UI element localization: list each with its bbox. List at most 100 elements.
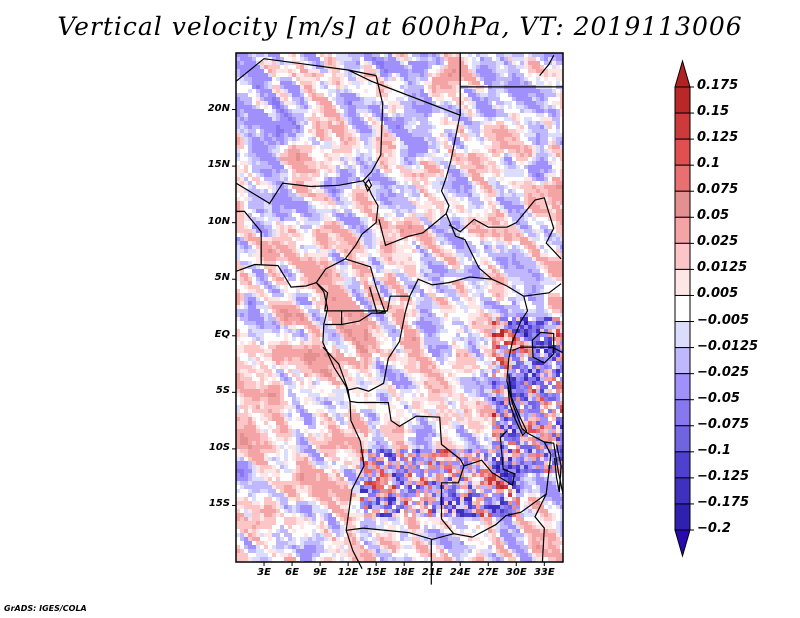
field-cell (516, 101, 520, 105)
field-cell (536, 265, 540, 269)
field-cell (304, 253, 308, 257)
field-cell (512, 209, 516, 213)
field-cell (444, 141, 448, 145)
field-cell (236, 145, 240, 149)
field-cell (452, 93, 456, 97)
field-cell (460, 193, 464, 197)
field-cell (440, 273, 444, 277)
field-cell (528, 273, 532, 277)
field-cell (384, 101, 388, 105)
field-cell (472, 201, 476, 205)
field-cell (308, 257, 312, 261)
field-cell (388, 225, 392, 229)
field-cell (516, 249, 520, 253)
field-cell (480, 241, 484, 245)
field-cell (536, 157, 540, 161)
field-cell (456, 249, 460, 253)
field-cell (512, 129, 516, 133)
field-cell (504, 289, 508, 293)
field-cell (408, 181, 412, 185)
field-cell (480, 273, 484, 277)
field-cell (340, 145, 344, 149)
field-cell (236, 221, 240, 225)
field-cell (340, 97, 344, 101)
field-cell (452, 109, 456, 113)
field-cell (336, 249, 340, 253)
field-cell (396, 225, 400, 229)
field-cell (396, 117, 400, 121)
field-cell (460, 217, 464, 221)
field-cell (468, 121, 472, 125)
field-cell (452, 105, 456, 109)
field-cell (448, 177, 452, 181)
field-cell (464, 101, 468, 105)
field-cell (392, 269, 396, 273)
field-cell (256, 281, 260, 285)
field-cell (236, 293, 240, 297)
field-cell (320, 221, 324, 225)
field-cell (532, 265, 536, 269)
field-cell (444, 121, 448, 125)
field-cell (532, 277, 536, 281)
field-cell (544, 141, 548, 145)
field-cell (488, 121, 492, 125)
field-cell (280, 269, 284, 273)
field-cell (496, 117, 500, 121)
field-cell (444, 221, 448, 225)
field-cell (416, 161, 420, 165)
field-cell (448, 57, 452, 61)
field-cell (408, 233, 412, 237)
field-cell (304, 209, 308, 213)
field-cell (468, 177, 472, 181)
field-cell (316, 293, 320, 297)
field-cell (280, 137, 284, 141)
field-cell (412, 261, 416, 265)
field-cell (244, 201, 248, 205)
field-cell (304, 129, 308, 133)
field-cell (496, 245, 500, 249)
field-cell (468, 69, 472, 73)
field-cell (552, 129, 556, 133)
field-cell (456, 81, 460, 85)
field-cell (288, 261, 292, 265)
field-cell (300, 177, 304, 181)
field-cell (348, 73, 352, 77)
field-cell (272, 261, 276, 265)
field-cell (492, 249, 496, 253)
field-cell (544, 225, 548, 229)
field-cell (384, 105, 388, 109)
field-cell (308, 161, 312, 165)
field-cell (316, 157, 320, 161)
field-cell (364, 265, 368, 269)
field-cell (360, 69, 364, 73)
field-cell (560, 161, 563, 165)
field-cell (244, 189, 248, 193)
field-cell (316, 53, 320, 57)
field-cell (408, 289, 412, 293)
field-cell (372, 109, 376, 113)
field-cell (384, 217, 388, 221)
field-cell (372, 101, 376, 105)
field-cell (448, 113, 452, 117)
field-cell (508, 281, 512, 285)
field-cell (536, 109, 540, 113)
field-cell (308, 177, 312, 181)
field-cell (244, 197, 248, 201)
field-cell (444, 237, 448, 241)
field-cell (392, 201, 396, 205)
field-cell (388, 221, 392, 225)
field-cell (544, 237, 548, 241)
field-cell (320, 133, 324, 137)
field-cell (324, 281, 328, 285)
field-cell (556, 229, 560, 233)
field-cell (412, 173, 416, 177)
field-cell (244, 161, 248, 165)
field-cell (460, 65, 464, 69)
field-cell (376, 281, 380, 285)
field-cell (528, 189, 532, 193)
field-cell (508, 185, 512, 189)
field-cell (408, 153, 412, 157)
field-cell (500, 113, 504, 117)
field-cell (308, 205, 312, 209)
field-cell (552, 213, 556, 217)
